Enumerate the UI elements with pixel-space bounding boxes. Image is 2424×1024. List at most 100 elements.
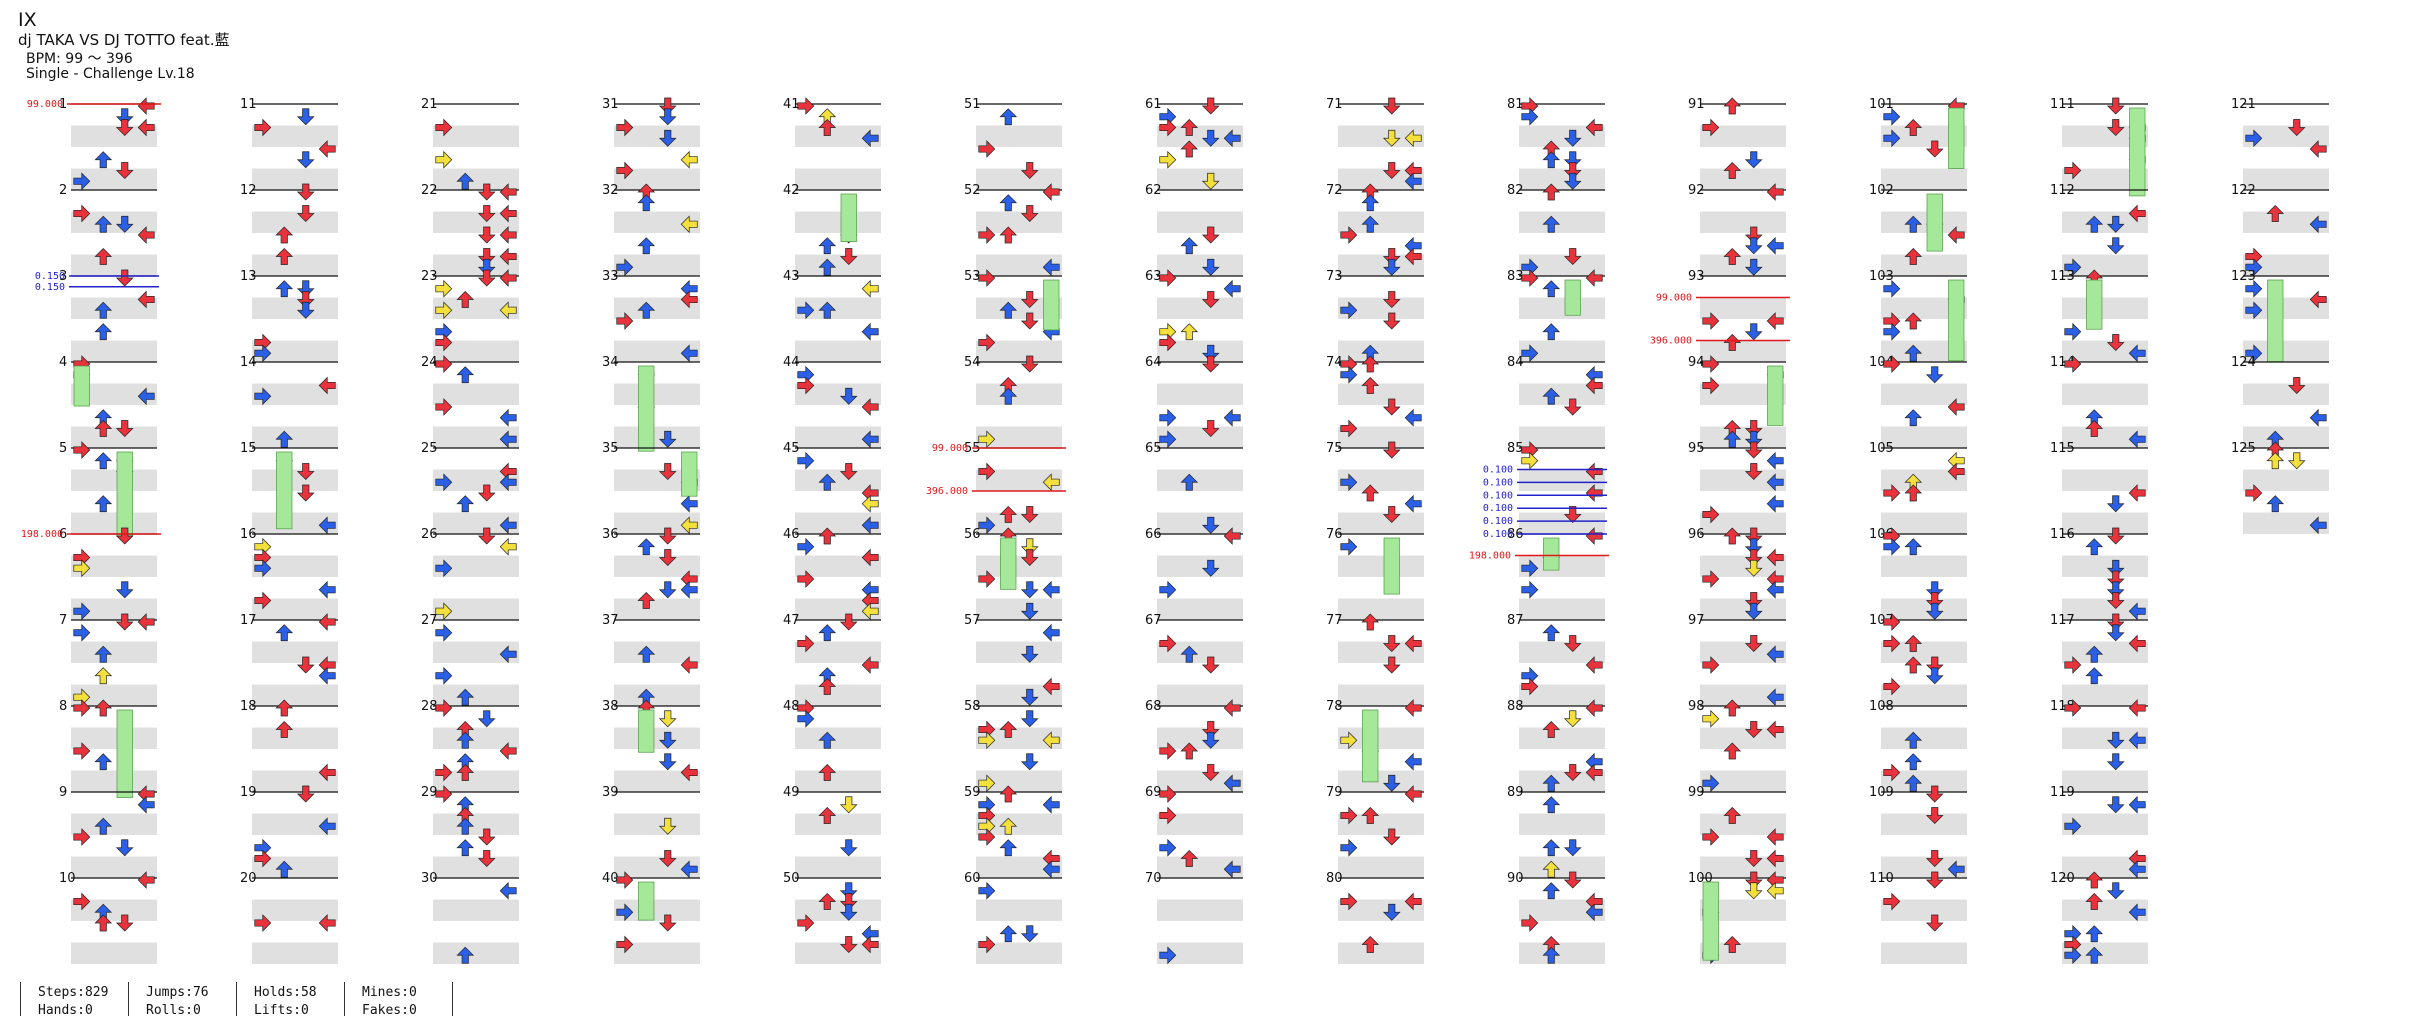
step-arrow (2128, 860, 2146, 879)
step-arrow (499, 269, 517, 287)
step-arrow (477, 226, 496, 244)
measure-number: 92 (1688, 183, 1705, 198)
step-arrow (2309, 408, 2327, 427)
beat-band (2243, 254, 2329, 276)
arrow-shape (1361, 807, 1380, 824)
step-arrow (797, 634, 815, 653)
arrow-shape (1904, 248, 1923, 265)
arrow-shape (275, 226, 294, 244)
measure-117: 117 (2050, 613, 2148, 706)
measure-number: 60 (964, 871, 981, 886)
step-arrow (254, 344, 272, 363)
step-arrow (1159, 806, 1177, 825)
beat-band (1338, 813, 1424, 835)
bpm-label: 396.000 (926, 486, 968, 497)
step-arrow (1404, 699, 1422, 717)
arrow-shape (978, 570, 996, 588)
step-arrow (680, 290, 698, 309)
arrow-shape (2309, 290, 2327, 309)
beat-band (976, 641, 1062, 663)
measure-number: 47 (783, 613, 800, 628)
measure-99: 99 (1688, 785, 1786, 878)
step-arrow (1925, 667, 1944, 685)
measure-number: 33 (602, 269, 619, 284)
arrow-shape (254, 849, 272, 868)
arrow-shape (115, 420, 134, 437)
arrow-shape (499, 473, 517, 492)
step-arrow (1521, 580, 1539, 599)
bpm-change-marker: 99.000 (27, 99, 161, 110)
stats-jumps-rolls: Jumps:76 Rolls:0 (146, 984, 209, 1020)
step-arrow (318, 580, 336, 599)
beat-band (2243, 426, 2329, 448)
arrow-shape (435, 785, 453, 803)
measure-106: 106 (1869, 527, 1967, 620)
arrow-shape (1585, 269, 1603, 287)
arrow-shape (680, 494, 698, 513)
song-title: IX (18, 9, 37, 31)
beat-band (1338, 125, 1424, 147)
arrow-shape (999, 925, 1018, 943)
step-arrow (999, 387, 1018, 405)
beat-band (1881, 426, 1967, 448)
measure-6: 6 (59, 527, 157, 621)
arrow-shape (1542, 215, 1561, 233)
arrow-shape (318, 817, 336, 836)
arrow-shape (1702, 376, 1720, 395)
step-arrow (1404, 785, 1422, 803)
arrow-shape (1159, 430, 1177, 449)
step-arrow (1904, 538, 1923, 556)
step-arrow (115, 119, 134, 136)
arrow-shape (861, 279, 879, 298)
bpm-change-marker: 396.000 (1650, 336, 1790, 347)
measure-number: 12 (240, 183, 257, 198)
beat-band (795, 426, 881, 448)
measure-94: 94 (1688, 355, 1786, 448)
arrow-shape (1340, 301, 1358, 320)
step-arrow (435, 301, 453, 320)
arrow-shape (978, 828, 996, 846)
step-arrow (275, 721, 294, 738)
step-arrow (2128, 634, 2146, 653)
step-arrow (1723, 248, 1742, 265)
beat-band (1700, 727, 1786, 749)
step-arrow (499, 742, 517, 760)
step-arrow (839, 936, 858, 953)
step-arrow (1563, 151, 1582, 169)
arrow-shape (1042, 623, 1060, 642)
step-arrow (94, 323, 113, 341)
step-arrow (2106, 796, 2125, 814)
measure-24: 24 (421, 355, 519, 449)
step-arrow (1521, 107, 1539, 126)
step-arrow (73, 602, 91, 621)
step-arrow (1947, 398, 1965, 416)
arrow-shape (1159, 785, 1177, 803)
arrow-shape (1702, 656, 1720, 674)
arrow-shape (1563, 248, 1582, 265)
fakes-count: Fakes:0 (362, 1003, 417, 1018)
arrow-shape (435, 333, 453, 352)
arrow-shape (296, 484, 315, 502)
beat-band (252, 899, 338, 921)
measure-113: 113 (2050, 269, 2148, 363)
step-arrow (2064, 322, 2082, 341)
step-arrow (1542, 860, 1561, 878)
beat-band (433, 297, 519, 319)
step-arrow (1020, 205, 1039, 222)
arrow-shape (1521, 677, 1539, 696)
arrow-shape (818, 258, 837, 276)
measure-40: 40 (602, 871, 700, 964)
measure-number: 2 (59, 183, 67, 198)
arrow-shape (637, 592, 656, 609)
arrow-shape (1180, 237, 1199, 255)
arrow-shape (999, 387, 1018, 405)
beat-band (71, 727, 157, 749)
arrow-shape (1159, 838, 1177, 857)
beat-band (1157, 598, 1243, 620)
arrow-shape (1521, 559, 1539, 578)
arrow-shape (2064, 656, 2082, 674)
step-arrow (275, 280, 294, 298)
arrow-shape (115, 269, 134, 287)
beat-band (1157, 770, 1243, 792)
arrow-shape (115, 613, 134, 631)
